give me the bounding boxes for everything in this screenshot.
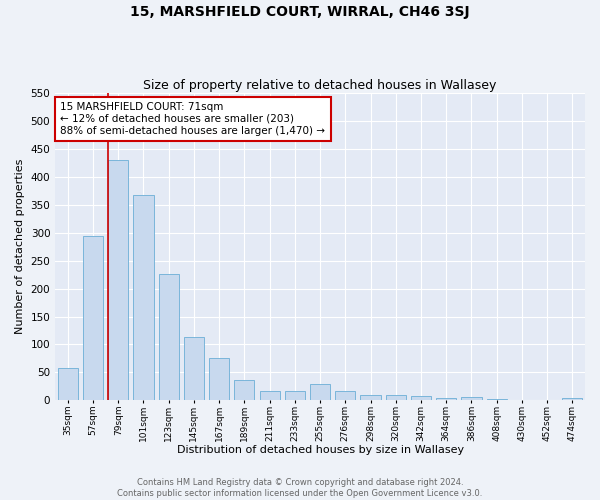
Bar	[411, 396, 431, 400]
Bar	[83, 236, 103, 400]
Bar	[209, 358, 229, 401]
Bar	[108, 160, 128, 400]
Bar	[461, 398, 482, 400]
Text: 15 MARSHFIELD COURT: 71sqm
← 12% of detached houses are smaller (203)
88% of sem: 15 MARSHFIELD COURT: 71sqm ← 12% of deta…	[61, 102, 325, 136]
Text: Contains HM Land Registry data © Crown copyright and database right 2024.
Contai: Contains HM Land Registry data © Crown c…	[118, 478, 482, 498]
Bar	[436, 398, 457, 400]
Bar	[133, 195, 154, 400]
Bar	[235, 380, 254, 400]
Title: Size of property relative to detached houses in Wallasey: Size of property relative to detached ho…	[143, 79, 497, 92]
X-axis label: Distribution of detached houses by size in Wallasey: Distribution of detached houses by size …	[176, 445, 464, 455]
Bar	[361, 394, 380, 400]
Bar	[158, 274, 179, 400]
Bar	[562, 398, 583, 400]
Bar	[285, 391, 305, 400]
Bar	[260, 392, 280, 400]
Bar	[310, 384, 330, 400]
Bar	[184, 337, 204, 400]
Y-axis label: Number of detached properties: Number of detached properties	[15, 159, 25, 334]
Bar	[487, 398, 507, 400]
Bar	[58, 368, 78, 400]
Bar	[335, 391, 355, 400]
Bar	[386, 394, 406, 400]
Text: 15, MARSHFIELD COURT, WIRRAL, CH46 3SJ: 15, MARSHFIELD COURT, WIRRAL, CH46 3SJ	[130, 5, 470, 19]
